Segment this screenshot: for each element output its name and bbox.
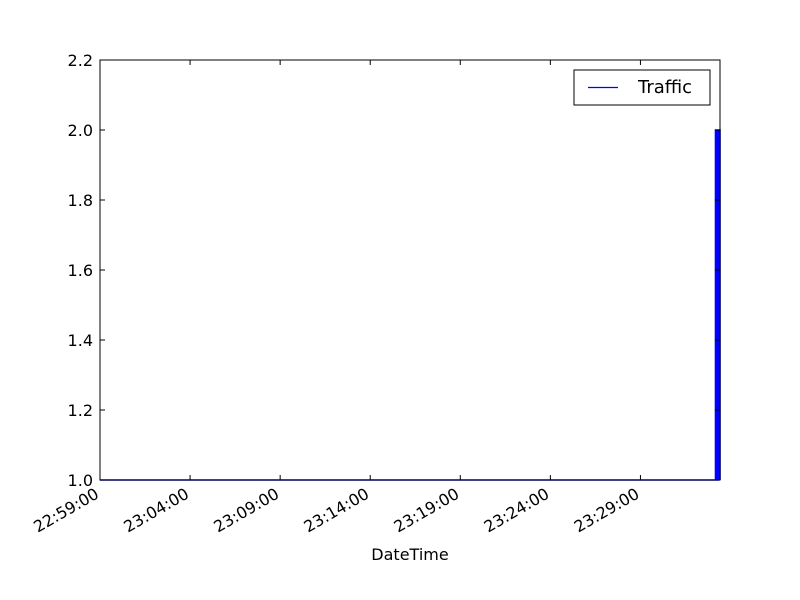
y-tick-label: 2.0 (68, 121, 93, 140)
y-tick-label: 1.0 (68, 471, 93, 490)
plot-area (100, 60, 720, 480)
legend-label-traffic: Traffic (637, 77, 692, 98)
y-tick-label: 1.2 (68, 401, 93, 420)
y-tick-label: 2.2 (68, 51, 93, 70)
y-tick-label: 1.8 (68, 191, 93, 210)
y-tick-label: 1.6 (68, 261, 93, 280)
y-axis-ticks: 1.0 1.2 1.4 1.6 1.8 2.0 2.2 (68, 51, 720, 490)
x-axis-label: DateTime (371, 545, 448, 564)
legend: Traffic (573, 69, 711, 106)
y-tick-label: 1.4 (68, 331, 93, 350)
